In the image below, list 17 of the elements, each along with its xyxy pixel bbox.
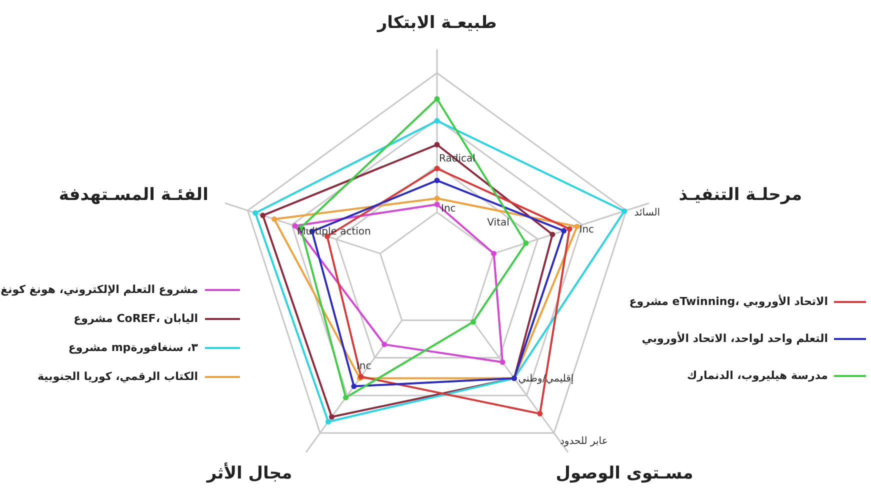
spoke-label: مسـتوى الوصول: [556, 463, 694, 484]
text: Vital: [487, 217, 510, 228]
text: عابر للحدود: [560, 436, 608, 447]
spoke-label: طبيعـة الابتكار: [376, 13, 497, 33]
spoke-label: الفئـة المسـتهدفة: [58, 185, 208, 206]
legend-label: مشروع التعلم الإلكتروني، هونغ كونغ: [0, 283, 198, 296]
text: السائد: [634, 208, 660, 219]
legend-label: مشروع eTwinning، الاتحاد الأوروبي: [629, 294, 828, 308]
legend-label: مشروع mp٣، سنغافورة: [68, 341, 198, 354]
text: Inc: [579, 224, 594, 236]
spoke-label: مجال الأثر: [206, 461, 292, 484]
spoke-label: مرحلـة التنفيـذ: [678, 185, 802, 206]
legend-label: مشروع CoREF، اليابان: [74, 312, 198, 325]
legend-label: التعلم واحد لواحد، الاتحاد الأوروبي: [642, 331, 828, 345]
text: Inc: [441, 203, 456, 214]
legend-label: الكتاب الرقمي، كوريا الجنوبية: [38, 370, 198, 383]
legend-label: مدرسة هيليروب، الدنمارك: [687, 369, 828, 382]
